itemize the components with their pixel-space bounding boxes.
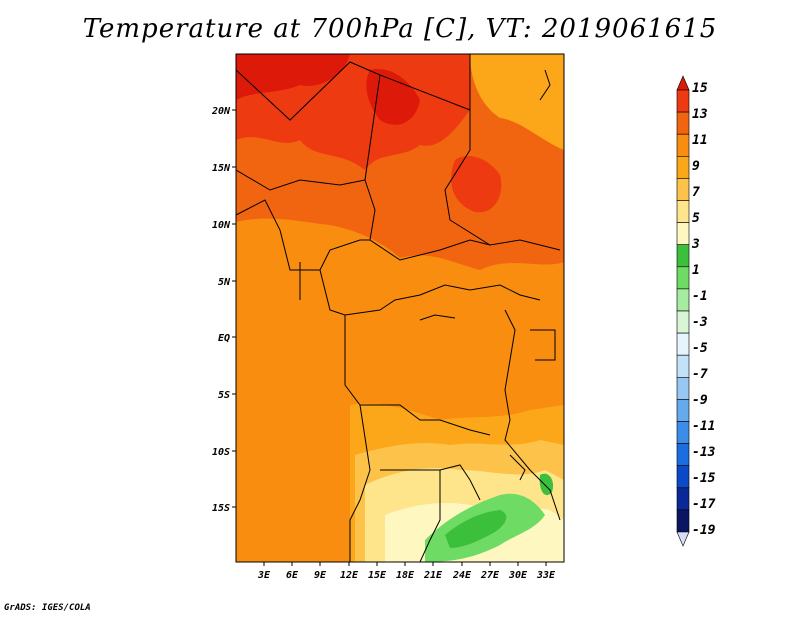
map-frame xyxy=(235,53,565,563)
colorbar-segment xyxy=(676,266,690,290)
colorbar-label: 1 xyxy=(692,263,700,278)
lon-label: 33E xyxy=(536,570,556,581)
colorbar-segment xyxy=(676,421,690,444)
colorbar-segment xyxy=(676,244,690,268)
colorbar-segment xyxy=(676,288,690,312)
lat-label: 10N xyxy=(212,220,231,231)
colorbar-segment xyxy=(676,89,690,113)
grads-credit: GrADS: IGES/COLA xyxy=(4,603,91,613)
colorbar-segment xyxy=(676,133,690,157)
lat-label: EQ xyxy=(218,333,230,344)
colorbar-segment xyxy=(676,487,690,511)
colorbar-label: -3 xyxy=(692,315,708,330)
lat-label: 5S xyxy=(218,390,230,401)
colorbar-segment xyxy=(676,509,690,533)
lon-label: 12E xyxy=(340,570,359,581)
colorbar-segment xyxy=(676,354,690,378)
colorbar-segment xyxy=(676,222,690,246)
colorbar-segment xyxy=(676,111,690,135)
colorbar-label: -9 xyxy=(692,393,708,408)
lon-label: 15E xyxy=(368,570,387,581)
colorbar xyxy=(676,75,690,547)
colorbar-label: -5 xyxy=(692,341,708,356)
colorbar-label: 11 xyxy=(692,133,708,148)
temp-band-15-plus xyxy=(236,54,350,100)
temp-band-green-2 xyxy=(445,510,507,548)
colorbar-label: -19 xyxy=(692,523,716,538)
temp-band-7-9-east xyxy=(470,54,564,150)
lon-label: 27E xyxy=(480,570,500,581)
lon-label: 30E xyxy=(508,570,528,581)
lat-label: 15N xyxy=(212,163,231,174)
colorbar-label: 5 xyxy=(692,211,700,226)
colorbar-label: -1 xyxy=(692,289,708,304)
colorbar-label: -11 xyxy=(692,419,715,434)
latitude-axis: 20N 15N 10N 5N EQ 5S 10S 15S xyxy=(211,106,236,514)
temp-band-15-plus-2 xyxy=(366,69,420,125)
longitude-axis: 3E 6E 9E 12E 15E 18E 21E 24E 27E 30E 33E xyxy=(257,562,556,581)
lat-label: 10S xyxy=(212,447,230,458)
temp-band-coastal xyxy=(236,300,330,562)
country-borders xyxy=(236,54,561,562)
colorbar-segment xyxy=(676,310,690,334)
colorbar-segment xyxy=(676,376,690,400)
lon-label: 21E xyxy=(423,570,443,581)
lat-label: 20N xyxy=(211,106,231,117)
colorbar-label: -15 xyxy=(692,471,716,486)
colorbar-label: 7 xyxy=(692,185,700,200)
colorbar-cap-bottom xyxy=(676,531,690,547)
colorbar-segment xyxy=(676,443,690,467)
lon-label: 9E xyxy=(314,570,327,581)
colorbar-label: 15 xyxy=(692,81,708,96)
colorbar-label: 13 xyxy=(692,107,708,122)
colorbar-labels: 15 13 11 9 7 5 3 1 -1 -3 -5 -7 -9 -11 -1… xyxy=(691,81,716,538)
colorbar-segment xyxy=(676,178,690,201)
temperature-field xyxy=(236,54,564,562)
lon-label: 24E xyxy=(452,570,472,581)
lat-label: 15S xyxy=(212,503,230,514)
colorbar-segment xyxy=(676,465,690,489)
colorbar-label: -7 xyxy=(692,367,708,382)
lon-label: 6E xyxy=(286,570,299,581)
colorbar-label: -17 xyxy=(692,497,716,512)
colorbar-segment xyxy=(676,332,690,356)
colorbar-label: 9 xyxy=(692,159,700,174)
colorbar-segment xyxy=(676,399,690,422)
chart-title: Temperature at 700hPa [C], VT: 201906161… xyxy=(82,14,718,44)
colorbar-segment xyxy=(676,200,690,223)
lon-label: 18E xyxy=(396,570,415,581)
colorbar-cap-top xyxy=(676,75,690,91)
colorbar-label: -13 xyxy=(692,445,716,460)
colorbar-label: 3 xyxy=(691,237,700,252)
temp-band-13-15-east xyxy=(451,155,502,213)
colorbar-segment xyxy=(676,156,690,179)
lon-label: 3E xyxy=(257,570,271,581)
lat-label: 5N xyxy=(218,277,231,288)
